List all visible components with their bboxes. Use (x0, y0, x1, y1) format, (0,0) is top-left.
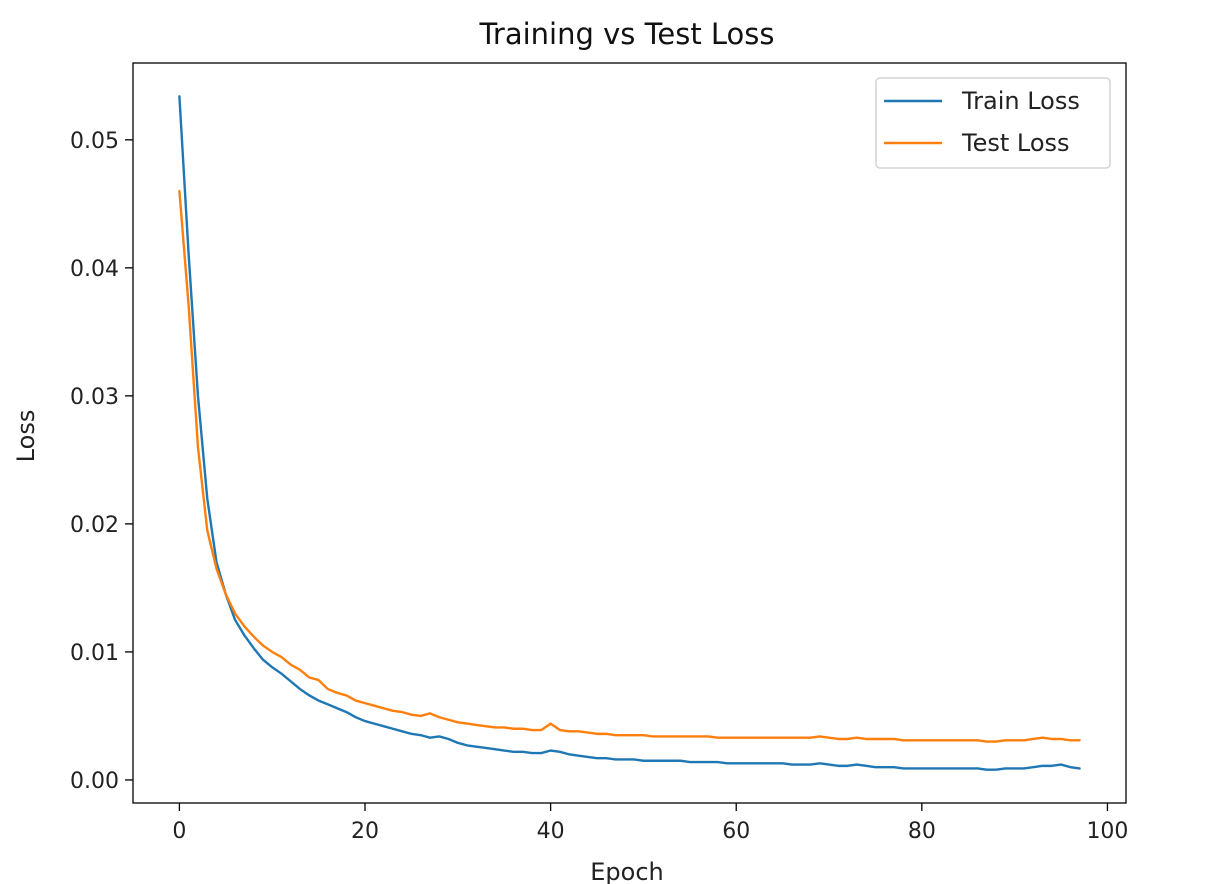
y-axis-ticks: 0.00 0.01 0.02 0.03 0.04 0.05 (70, 129, 133, 794)
y-axis-label: Loss (12, 410, 40, 463)
y-tick-label: 0.03 (70, 385, 119, 410)
legend: Train Loss Test Loss (875, 77, 1111, 169)
y-tick-label: 0.04 (70, 257, 119, 282)
legend-label: Train Loss (961, 87, 1080, 115)
series-lines (178, 95, 1081, 771)
x-tick-label: 60 (722, 819, 750, 844)
x-tick-label: 0 (172, 819, 186, 844)
y-tick-label: 0.01 (70, 641, 119, 666)
x-tick-label: 100 (1086, 819, 1128, 844)
x-axis-label: Epoch (590, 858, 664, 884)
chart-title: Training vs Test Loss (478, 17, 774, 51)
y-tick-label: 0.02 (70, 513, 119, 538)
x-axis-ticks: 0 20 40 60 80 100 (172, 803, 1128, 844)
y-tick-label: 0.00 (70, 769, 119, 794)
y-tick-label: 0.05 (70, 129, 119, 154)
x-tick-label: 40 (537, 819, 565, 844)
legend-label: Test Loss (961, 129, 1070, 157)
x-tick-label: 20 (351, 819, 379, 844)
x-tick-label: 80 (908, 819, 936, 844)
plot-area (132, 62, 1127, 804)
series-line-test-loss (178, 189, 1081, 743)
series-line-train-loss (178, 95, 1081, 771)
